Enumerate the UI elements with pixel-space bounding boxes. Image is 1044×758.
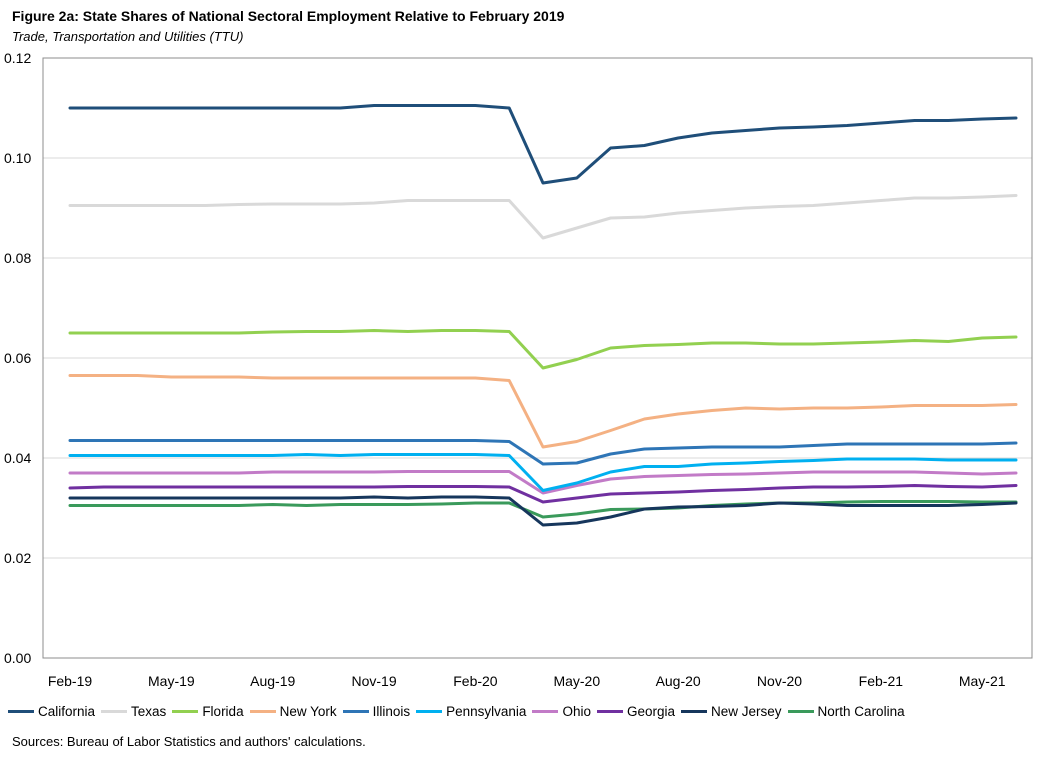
legend-swatch <box>416 710 443 713</box>
legend-swatch <box>8 710 34 713</box>
x-axis-ticks: Feb-19 May-19 Aug-19 Nov-19 Feb-20 May-20 Aug-… <box>48 673 1006 689</box>
y-tick-label: 0.00 <box>4 650 31 666</box>
legend-label: Illinois <box>372 704 411 719</box>
series-line-new-jersey <box>68 495 1018 527</box>
plot-area-border <box>42 57 1033 659</box>
series-lines <box>68 104 1018 527</box>
series-line-new-york <box>68 374 1018 449</box>
series-line-north-carolina <box>68 500 1018 519</box>
legend-swatch <box>596 710 623 713</box>
series-line-pennsylvania <box>68 453 1018 492</box>
y-tick-label: 0.02 <box>4 550 31 566</box>
legend-label: North Carolina <box>817 704 905 719</box>
legend-label: Florida <box>202 704 244 719</box>
legend-item: Georgia <box>596 704 676 719</box>
legend-swatch <box>101 710 128 713</box>
y-axis-ticks: 0.00 0.02 0.04 0.06 0.08 0.10 0.12 <box>4 50 31 666</box>
legend-label: New Jersey <box>711 704 782 719</box>
source-note: Sources: Bureau of Labor Statistics and … <box>12 734 366 749</box>
legend-label: New York <box>279 704 337 719</box>
x-tick-label: Feb-20 <box>453 673 498 689</box>
legend-item: Illinois <box>342 704 411 719</box>
legend-label: Ohio <box>562 704 591 719</box>
x-tick-label: Nov-20 <box>757 673 802 689</box>
x-tick-label: Nov-19 <box>352 673 397 689</box>
legend-item: New York <box>249 704 337 719</box>
legend-item: Florida <box>172 704 244 719</box>
x-tick-label: May-21 <box>959 673 1006 689</box>
series-line-ohio <box>68 470 1018 495</box>
legend-label: California <box>38 704 96 719</box>
series-line-florida <box>68 329 1018 370</box>
legend-item: New Jersey <box>681 704 782 719</box>
legend-label: Pennsylvania <box>446 704 527 719</box>
y-tick-label: 0.10 <box>4 150 31 166</box>
x-tick-label: Feb-21 <box>859 673 904 689</box>
legend-swatch <box>681 710 708 713</box>
x-tick-label: May-20 <box>553 673 600 689</box>
y-tick-label: 0.06 <box>4 350 31 366</box>
legend-item: Texas <box>101 704 166 719</box>
legend-label: Texas <box>131 704 167 719</box>
y-tick-label: 0.12 <box>4 50 31 66</box>
x-tick-label: Aug-20 <box>656 673 701 689</box>
series-line-texas <box>68 194 1018 240</box>
legend-item: Ohio <box>532 704 591 719</box>
legend-item: Pennsylvania <box>416 704 526 719</box>
legend-swatch <box>787 710 814 713</box>
x-tick-label: Feb-19 <box>48 673 93 689</box>
legend-swatch <box>172 710 199 713</box>
y-tick-label: 0.08 <box>4 250 31 266</box>
chart-title: Figure 2a: State Shares of National Sect… <box>12 8 565 24</box>
legend-swatch <box>249 710 276 713</box>
series-line-illinois <box>68 439 1018 466</box>
legend-label: Georgia <box>626 704 676 719</box>
series-line-california <box>68 104 1018 185</box>
chart-subtitle: Trade, Transportation and Utilities (TTU… <box>12 29 244 44</box>
line-chart: 0.00 0.02 0.04 0.06 0.08 0.10 0.12 Feb-19 May-1… <box>4 50 1033 689</box>
legend-swatch <box>342 710 369 713</box>
legend: California Texas Florida New York Illinois Pe… <box>8 704 1042 719</box>
series-line-georgia <box>68 484 1018 504</box>
legend-item: California <box>8 704 95 719</box>
x-tick-label: Aug-19 <box>250 673 295 689</box>
legend-swatch <box>532 710 559 713</box>
legend-item: North Carolina <box>787 704 905 719</box>
x-tick-label: May-19 <box>148 673 195 689</box>
y-tick-label: 0.04 <box>4 450 31 466</box>
